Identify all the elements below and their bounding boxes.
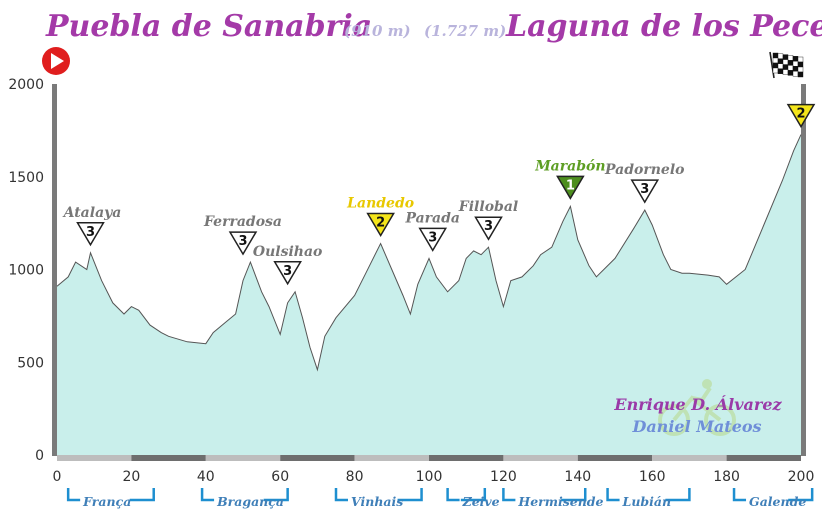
segment-label: Zeive	[462, 494, 500, 509]
x-band-block	[652, 455, 727, 461]
category-triangle-icon	[630, 179, 660, 204]
y-tick-label: 2000	[8, 77, 44, 93]
start-altitude: (910 m)	[344, 22, 411, 40]
start-town-title: Puebla de Sanabria	[45, 9, 372, 44]
x-band-block	[429, 455, 504, 461]
x-tick-label: 200	[788, 469, 815, 485]
segment-bracket: Vinhais	[334, 488, 423, 509]
climb-marker: 3 Oulsihao	[253, 244, 322, 286]
segment-bracket: Hermisende	[502, 488, 604, 509]
segment-bracket: Zeive	[446, 488, 500, 509]
x-band-block	[354, 455, 429, 461]
segment-label: Lubián	[622, 494, 672, 509]
climb-category: 3	[86, 225, 95, 240]
climb-marker: 3 Fillobal	[458, 199, 518, 241]
x-tick-label: 80	[346, 469, 364, 485]
climb-category: 3	[484, 219, 493, 234]
cyclist-logo	[658, 379, 736, 436]
x-tick-label: 100	[416, 469, 443, 485]
start-play-icon	[42, 47, 70, 75]
town-segments: França Bragança Vinhais Zeive Hermisende Lubi…	[66, 488, 814, 509]
segment-bracket: Lubián	[606, 488, 691, 509]
climb-name: Padornelo	[604, 162, 684, 178]
y-axis-band-right	[801, 84, 806, 456]
category-triangle-icon	[366, 212, 395, 238]
climb-name: Oulsihao	[253, 244, 322, 260]
segment-bracket: Bragança	[200, 488, 289, 509]
category-triangle-icon	[556, 175, 585, 200]
segment-label: Galende	[749, 494, 806, 509]
climb-name: Fillobal	[458, 199, 518, 215]
credit-author-1: Enrique D. Álvarez	[613, 394, 782, 414]
climb-marker: 3 Atalaya	[62, 205, 122, 247]
climb-name: Landedo	[346, 196, 414, 212]
segment-label: Bragança	[216, 494, 284, 509]
climb-category: 2	[796, 107, 805, 122]
x-band-block	[57, 455, 132, 461]
climb-name: Marabón	[534, 158, 605, 174]
elevation-area	[57, 134, 801, 455]
y-tick-label: 1500	[8, 170, 44, 186]
segment-label: Hermisende	[517, 494, 603, 509]
x-tick-label: 20	[122, 469, 140, 485]
x-band-block	[577, 455, 653, 461]
climb-marker: 2	[786, 103, 816, 129]
climb-name: Parada	[404, 210, 460, 226]
x-tick-label: 180	[713, 469, 740, 485]
climb-category: 1	[566, 178, 575, 193]
x-band-block	[280, 455, 355, 461]
category-triangle-icon	[76, 222, 105, 247]
climb-marker: 3 Padornelo	[604, 162, 684, 204]
credit-author-2: Daniel Mateos	[631, 417, 761, 436]
segment-label: Vinhais	[351, 494, 403, 509]
x-tick-label: 140	[564, 469, 591, 485]
segment-bracket: Galende	[732, 488, 814, 509]
y-tick-label: 500	[17, 355, 44, 371]
climb-category: 3	[640, 182, 649, 197]
x-tick-label: 160	[639, 469, 666, 485]
climb-marker: 1 Marabón	[534, 158, 606, 200]
elevation-line	[56, 134, 802, 372]
y-axis-ticks: 0 500 1000 1500 2000	[8, 77, 44, 464]
x-axis-band	[57, 455, 801, 461]
climb-category: 3	[283, 264, 292, 279]
credits-watermark: Enrique D. Álvarez Daniel Mateos	[613, 379, 783, 436]
x-band-block	[131, 455, 206, 461]
finish-altitude: (1.727 m)	[424, 22, 506, 40]
segment-label: França	[82, 494, 131, 509]
x-tick-label: 0	[53, 469, 62, 485]
climb-marker: 3 Ferradosa	[203, 214, 282, 256]
climb-marker: 2 Landedo	[346, 196, 414, 238]
y-axis-band	[52, 84, 57, 456]
climb-markers: 3 Atalaya 3 Ferradosa 3 Oulsihao 2 Landedo 3 Para…	[62, 103, 816, 286]
category-triangle-icon	[228, 231, 258, 256]
checkered-flag-icon	[769, 51, 804, 79]
category-triangle-icon	[273, 261, 302, 286]
finish-town-title: Laguna de los Peces	[505, 9, 822, 44]
x-tick-label: 120	[490, 469, 517, 485]
category-triangle-icon	[786, 103, 816, 129]
category-triangle-icon	[474, 216, 503, 241]
climb-category: 3	[238, 234, 247, 249]
y-tick-label: 1000	[8, 263, 44, 279]
x-band-block	[503, 455, 578, 461]
climb-name: Atalaya	[62, 205, 122, 221]
x-band-block	[205, 455, 281, 461]
x-tick-label: 60	[271, 469, 289, 485]
x-band-block	[726, 455, 801, 461]
climb-category: 2	[376, 216, 385, 231]
x-axis-ticks: 0 20 40 60 80 100 120 140 160 180 200	[53, 469, 815, 485]
x-tick-label: 40	[197, 469, 215, 485]
category-triangle-icon	[418, 227, 448, 252]
segment-bracket: França	[66, 488, 155, 509]
y-tick-label: 0	[35, 448, 44, 464]
climb-marker: 3 Parada	[404, 210, 460, 252]
climb-name: Ferradosa	[203, 214, 282, 230]
climb-category: 3	[428, 230, 437, 245]
